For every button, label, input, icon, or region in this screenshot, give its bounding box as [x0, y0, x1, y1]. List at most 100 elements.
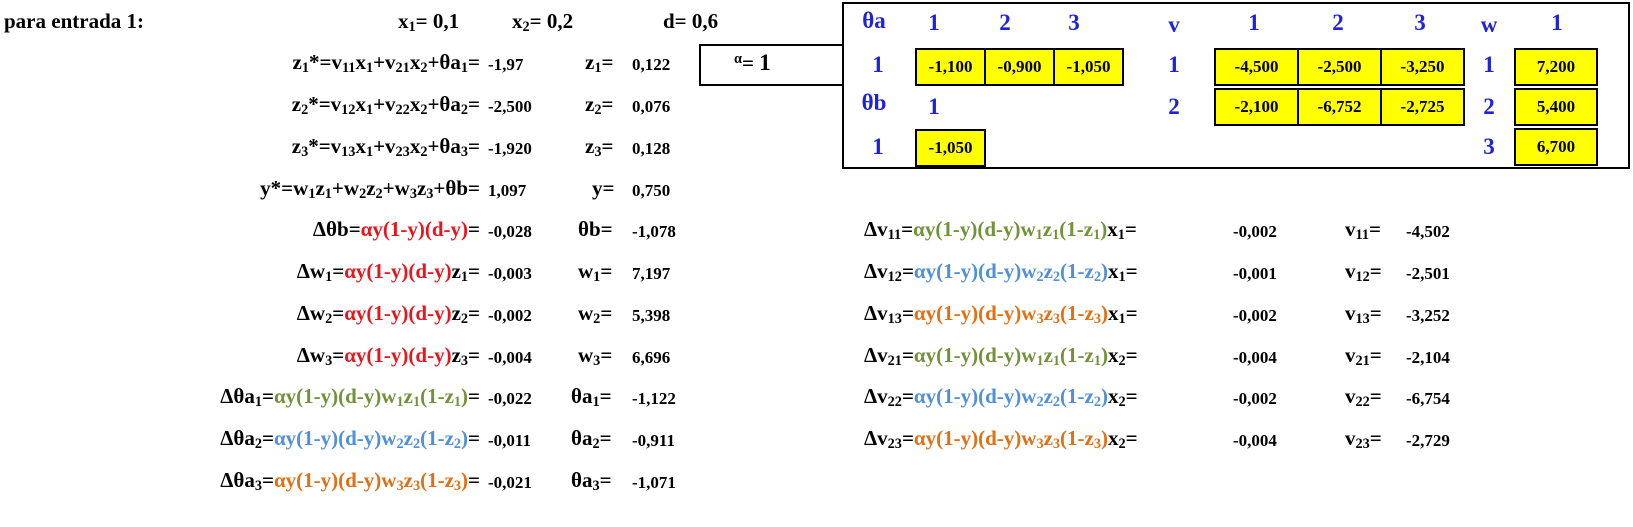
d-theta-a1-formula: Δθa1=αy(1-y)(d-y)w1z1(1-z1)=: [220, 384, 480, 411]
w-col-1: 1: [1551, 10, 1563, 35]
w-row-2: 2: [1483, 94, 1495, 119]
y-star-formula: y*=w1z1+w2z2+w3z3+θb=: [260, 176, 480, 203]
d-theta-b-value: -0,028: [488, 222, 532, 241]
theta-a-header: θa: [862, 8, 886, 33]
w1-cell: 7,200: [1514, 48, 1598, 86]
x1-value: 0,1: [432, 9, 460, 33]
z2-value: 0,076: [632, 97, 671, 116]
z2-star-formula: z2*=v12x1+v22x2+θa2=: [291, 92, 480, 119]
theta-b-row-1: 1: [872, 134, 884, 159]
d-theta-a3-value: -0,021: [488, 473, 532, 492]
v21-cell: -2,100: [1214, 88, 1299, 126]
d-v12-formula: Δv12=αy(1-y)(d-y)w2z2(1-z2)x1=: [864, 259, 1138, 286]
alpha-box: α= 1: [699, 44, 844, 86]
d-theta-a2-value: -0,011: [488, 431, 531, 450]
d-v21-value: -0,004: [1233, 348, 1277, 367]
alpha-value: 1: [759, 50, 771, 75]
d-v21-formula: Δv21=αy(1-y)(d-y)w1z1(1-z1)x2=: [864, 343, 1138, 370]
d-v22-formula: Δv22=αy(1-y)(d-y)w2z2(1-z2)x2=: [864, 384, 1138, 411]
d-theta-a1-value: -0,022: [488, 389, 532, 408]
theta-a-col-1: 1: [928, 10, 940, 35]
d-v13-formula: Δv13=αy(1-y)(d-y)w3z3(1-z3)x1=: [864, 301, 1138, 328]
x1-label: x1= 0,1: [398, 9, 460, 36]
z3-label: z3=: [585, 134, 614, 161]
v11-label: v11=: [1345, 217, 1381, 244]
d-w3-value: -0,004: [488, 348, 532, 367]
theta-a2-value: -0,911: [632, 431, 675, 450]
z1-star-formula: z1*=v11x1+v21x2+θa1=: [292, 50, 480, 77]
x2-value: 0,2: [546, 9, 574, 33]
v11-value: -4,502: [1406, 222, 1450, 241]
d-v11-value: -0,002: [1233, 222, 1277, 241]
theta-a-col-3: 3: [1068, 10, 1080, 35]
z3-star-formula: z3*=v13x1+v23x2+θa3=: [291, 134, 480, 161]
d-w1-value: -0,003: [488, 264, 532, 283]
z1-label: z1=: [585, 50, 614, 77]
v-header: v: [1168, 12, 1180, 37]
theta-a-col-2: 2: [999, 10, 1011, 35]
theta-b-cell: -1,050: [915, 129, 986, 167]
y-value: 0,750: [632, 181, 671, 200]
v12-label: v12=: [1345, 259, 1382, 286]
w3-value: 6,696: [632, 348, 671, 367]
z2-label: z2=: [585, 92, 614, 119]
v-col-3: 3: [1414, 10, 1426, 35]
theta-a1-label: θa1=: [571, 384, 612, 411]
w3-label: w3=: [578, 343, 613, 370]
d-v22-value: -0,002: [1233, 389, 1277, 408]
d-w1-formula: Δw1=αy(1-y)(d-y)z1=: [296, 259, 480, 286]
v-row-1: 1: [1168, 52, 1180, 77]
v12-cell: -2,500: [1297, 48, 1382, 86]
z3-star-value: -1,920: [488, 139, 532, 158]
alpha-label: α= 1: [734, 50, 771, 75]
x2-label: x2= 0,2: [512, 9, 574, 36]
w2-cell: 5,400: [1514, 88, 1598, 126]
d-label: d= 0,6: [663, 9, 719, 33]
v22-cell: -6,752: [1297, 88, 1382, 126]
z1-star-value: -1,97: [488, 55, 524, 74]
entry-title: para entrada 1:: [4, 9, 144, 33]
z1-value: 0,122: [632, 55, 671, 74]
v-row-2: 2: [1168, 94, 1180, 119]
v13-value: -3,252: [1406, 306, 1450, 325]
d-v23-value: -0,004: [1233, 431, 1277, 450]
z2-star-value: -2,500: [488, 97, 532, 116]
w-row-1: 1: [1483, 52, 1495, 77]
v21-value: -2,104: [1406, 348, 1450, 367]
w1-value: 7,197: [632, 264, 671, 283]
d-theta-a2-formula: Δθa2=αy(1-y)(d-y)w2z2(1-z2)=: [220, 426, 480, 453]
v12-value: -2,501: [1406, 264, 1450, 283]
v13-cell: -3,250: [1380, 48, 1465, 86]
d-v12-value: -0,001: [1233, 264, 1277, 283]
w-header: w: [1480, 12, 1498, 37]
w1-label: w1=: [578, 259, 613, 286]
weights-panel: θa 1 2 3 1 -1,100 -0,900 -1,050 θb 1 1 -…: [842, 2, 1630, 169]
d-theta-b-formula: Δθb=αy(1-y)(d-y)=: [312, 217, 480, 241]
v21-label: v21=: [1345, 343, 1382, 370]
w-row-3: 3: [1483, 134, 1495, 159]
theta-a-row-1: 1: [872, 52, 884, 77]
v-col-2: 2: [1332, 10, 1344, 35]
y-label: y=: [592, 176, 615, 200]
v22-label: v22=: [1345, 384, 1382, 411]
v23-label: v23=: [1345, 426, 1382, 453]
theta-b-col-1: 1: [928, 94, 940, 119]
theta-b-label: θb=: [578, 217, 613, 241]
d-w3-formula: Δw3=αy(1-y)(d-y)z3=: [296, 343, 480, 370]
v13-label: v13=: [1345, 301, 1382, 328]
v11-cell: -4,500: [1214, 48, 1299, 86]
theta-a1-cell: -1,100: [915, 48, 986, 86]
v-col-1: 1: [1248, 10, 1260, 35]
theta-a3-label: θa3=: [571, 468, 612, 495]
theta-a2-cell: -0,900: [984, 48, 1055, 86]
w2-label: w2=: [578, 301, 613, 328]
theta-b-value: -1,078: [632, 222, 676, 241]
z3-value: 0,128: [632, 139, 671, 158]
v23-value: -2,729: [1406, 431, 1450, 450]
d-w2-formula: Δw2=αy(1-y)(d-y)z2=: [296, 301, 480, 328]
d-v13-value: -0,002: [1233, 306, 1277, 325]
theta-a2-label: θa2=: [571, 426, 612, 453]
theta-a3-cell: -1,050: [1053, 48, 1124, 86]
d-v23-formula: Δv23=αy(1-y)(d-y)w3z3(1-z3)x2=: [864, 426, 1138, 453]
w3-cell: 6,700: [1514, 128, 1598, 166]
